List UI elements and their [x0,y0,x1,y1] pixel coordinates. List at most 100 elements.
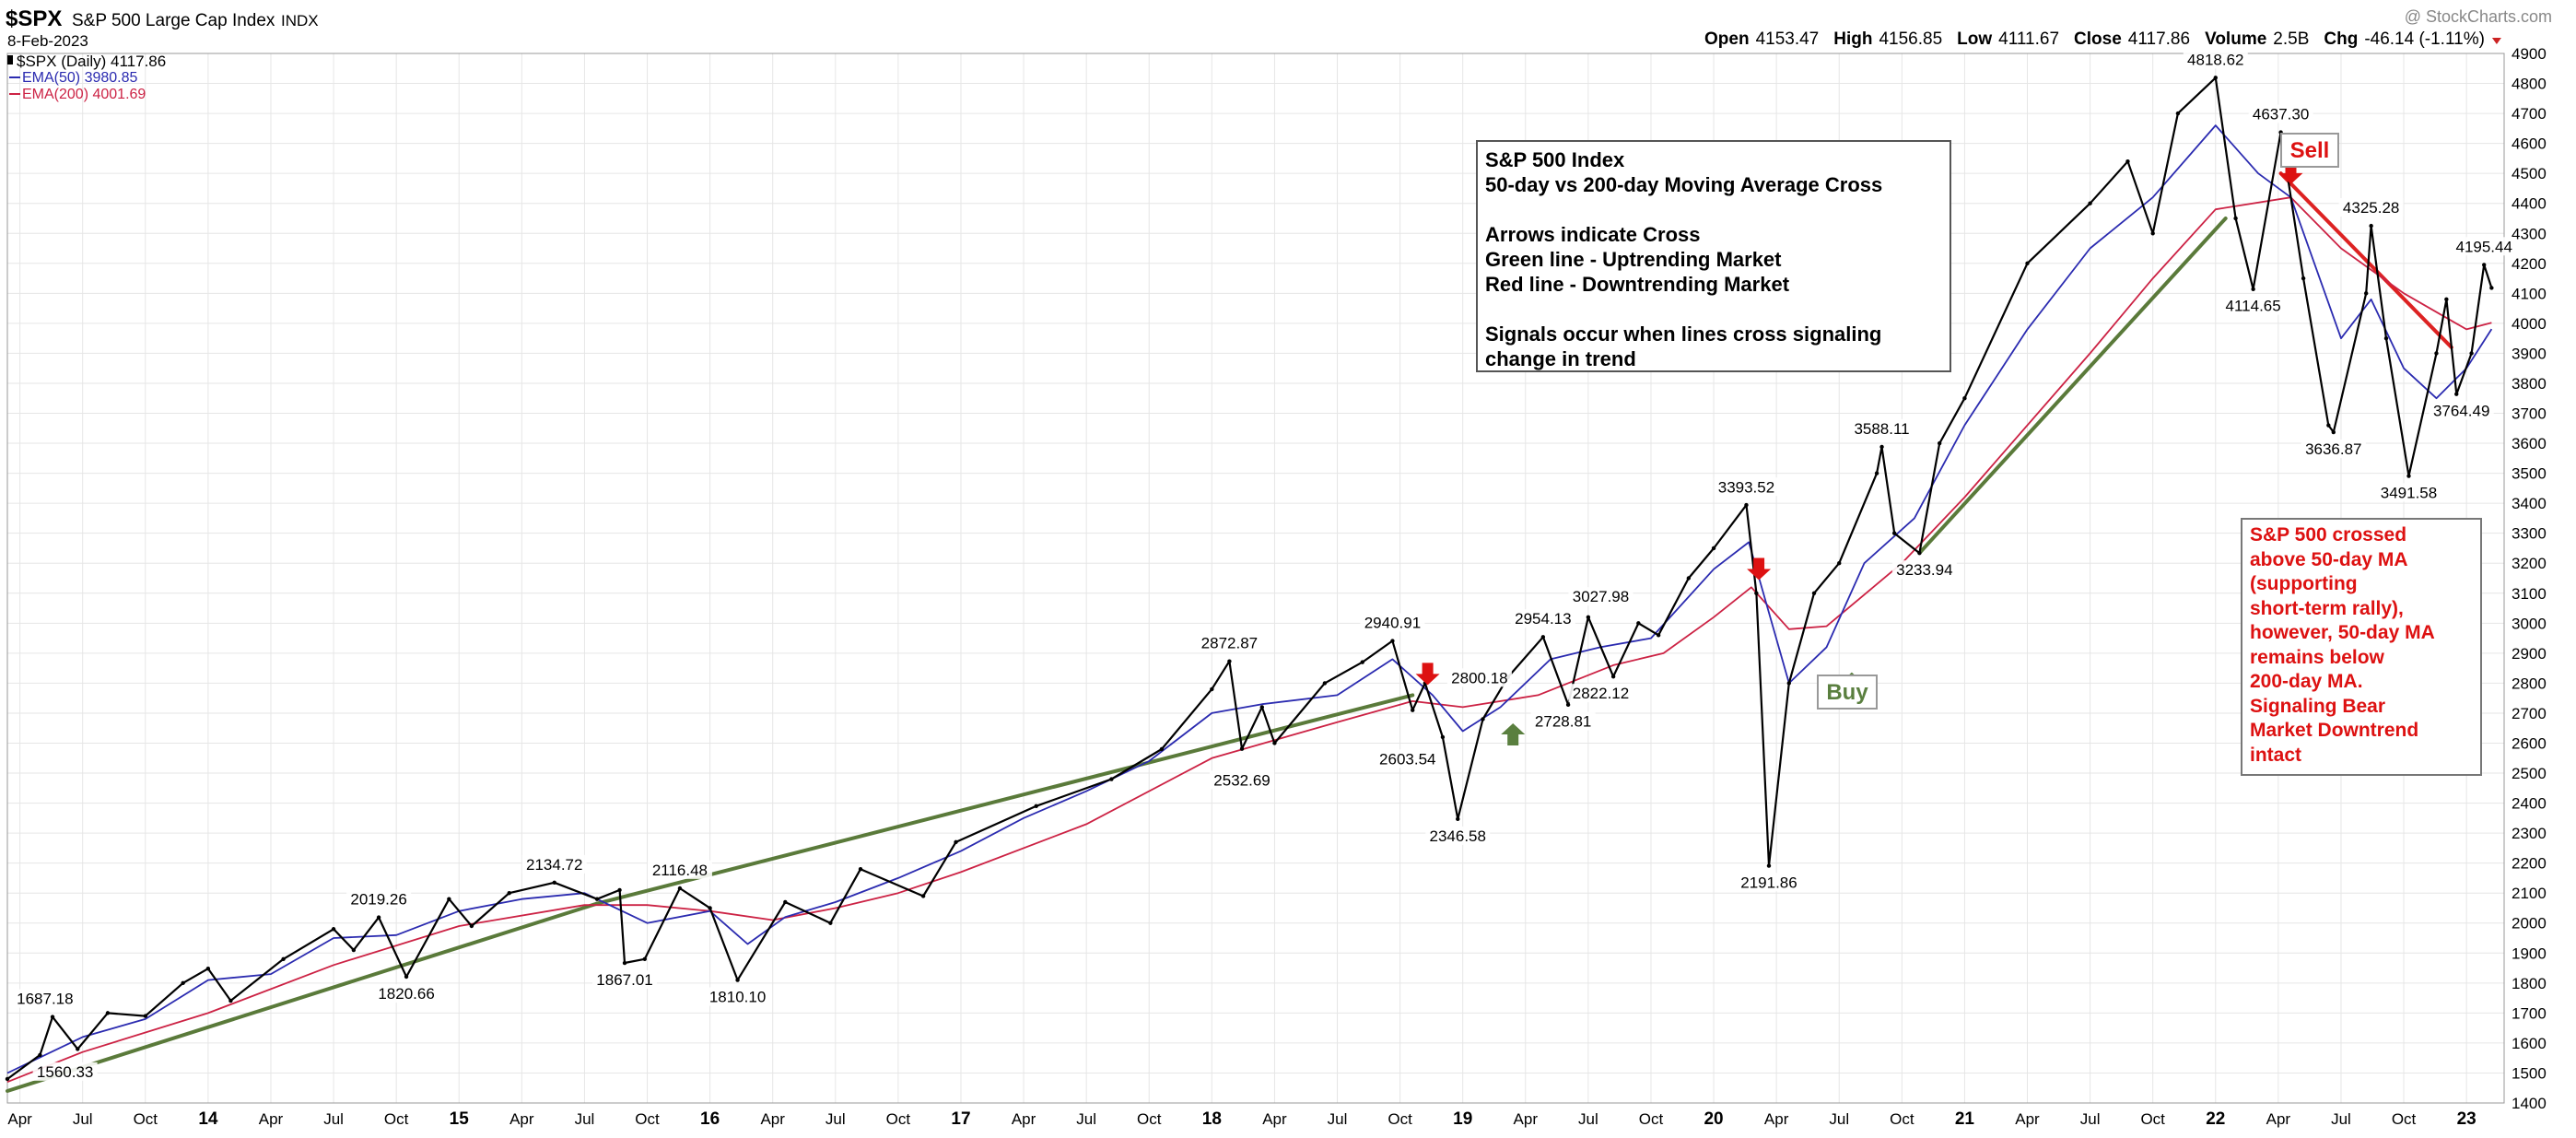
price-label-bg [521,854,587,874]
x-tick-label: Oct [134,1110,158,1128]
price-label-bg [2429,401,2494,420]
y-tick-label: 4200 [2512,255,2547,273]
price-point [1540,635,1546,639]
x-tick-label: Jul [575,1110,595,1128]
y-tick-label: 2100 [2512,885,2547,902]
y-tick-label: 1700 [2512,1004,2547,1022]
x-tick-label: 22 [2206,1109,2225,1129]
legend-price-swatch [7,55,13,65]
price-point [2251,287,2255,291]
price-point [708,906,712,910]
price-point [1210,686,1214,692]
price-point [622,960,627,966]
price-point [1481,717,1485,722]
price-point [1786,681,1791,686]
price-point [2364,291,2369,296]
price-labels: 1687.18 1560.33 2019.26 1820.66 2134.72 1867.… [12,50,2517,1081]
price-point [50,1015,55,1019]
price-point [1891,531,1897,535]
price-label: 3764.49 [2433,403,2489,420]
price-point [828,921,833,925]
price-label: 3636.87 [2305,440,2361,458]
x-tick-label: Jul [1076,1110,1096,1128]
price-label-bg [2338,198,2404,217]
price-label: 2940.91 [1364,615,1421,632]
price-point [1109,777,1114,781]
y-tick-label: 2800 [2512,675,2547,692]
x-tick-label: Apr [760,1110,785,1128]
price-label-bg [705,987,770,1006]
price-line [6,76,2493,1080]
series-lines [5,76,2494,1084]
price-point [2482,263,2487,267]
x-tick-label: Apr [509,1110,534,1128]
ohlc-value: 4153.47 [1756,29,1820,49]
price-point [1227,659,1232,663]
plot-frame [6,53,2505,1104]
price-point [1390,639,1395,643]
x-tick-label: Apr [1514,1110,1539,1128]
price-label-bg [2248,104,2313,123]
price-point [1937,440,1942,446]
info-box: S&P 500 Index 50-day vs 200-day Moving A… [1476,140,1951,372]
price-point [2175,111,2181,116]
callout-box: S&P 500 crossed above 50-day MA (support… [2241,518,2482,776]
y-tick-label: 4300 [2512,225,2547,242]
price-point [1411,708,1415,712]
x-tick-label: Apr [2015,1110,2040,1128]
gridlines [7,53,2504,1104]
price-point [2369,223,2373,229]
price-label: 3588.11 [1854,420,1909,438]
price-point [2444,297,2449,302]
y-tick-label: 2000 [2512,915,2547,933]
price-point [5,1076,10,1082]
price-point [1159,746,1165,752]
price-point [507,891,511,896]
price-point [2213,76,2218,80]
chg-down-icon [2491,38,2501,44]
y-tick-label: 1800 [2512,975,2547,992]
price-point [2125,158,2130,164]
uptrend-line [6,901,600,1093]
price-point [2406,474,2411,478]
x-tick-label: Jul [1578,1110,1598,1128]
y-tick-label: 4100 [2512,285,2547,302]
sell-arrow [2278,161,2303,184]
price-label: 2134.72 [526,856,582,874]
price-label-bg [1360,613,1425,632]
y-tick-label: 1500 [2512,1064,2547,1082]
uptrend-line [595,693,1415,906]
x-tick-label: Apr [1764,1110,1789,1128]
price-point [1259,705,1265,710]
buy-label: Buy [1826,680,1868,705]
price-label-bg [1446,668,1512,687]
x-tick-label: Oct [384,1110,409,1128]
ohlc-value: 2.5B [2273,29,2309,49]
y-tick-label: 2200 [2512,855,2547,873]
price-label-bg [346,889,412,909]
price-label-bg [2452,237,2517,256]
x-tick-label: Jul [2331,1110,2351,1128]
price-point [1272,741,1277,745]
price-point [1874,471,1879,475]
buy-label-box: Buy [1817,675,1878,710]
price-point [1440,734,1446,740]
x-tick-label: Oct [2392,1110,2417,1128]
y-tick-label: 1400 [2512,1095,2547,1112]
price-label-bg [1375,749,1440,768]
price-point [1811,591,1817,595]
y-tick-label: 2500 [2512,765,2547,782]
x-tick-label: 21 [1955,1109,1975,1129]
price-label-bg [32,1062,98,1081]
price-label: 3233.94 [1896,561,1952,579]
index-name: S&P 500 Large Cap Index [72,11,275,30]
price-label-bg [374,984,439,1003]
copyright: @ StockCharts.com [2405,7,2552,26]
price-point [1586,615,1591,620]
y-tick-label: 2900 [2512,645,2547,663]
price-label-bg [1197,633,1262,652]
price-point [642,956,647,961]
price-label: 2019.26 [350,890,406,908]
price-label: 2116.48 [652,862,708,879]
